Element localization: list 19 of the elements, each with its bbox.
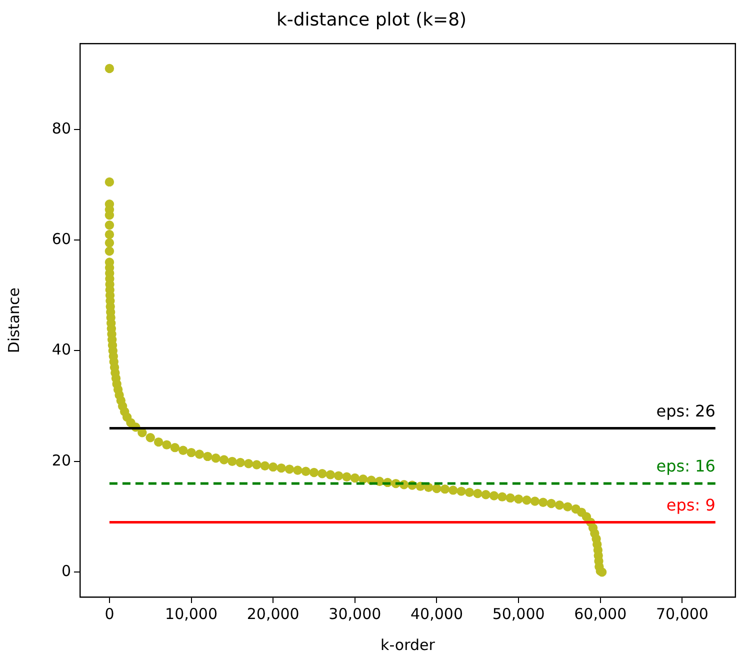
x-tick-label: 10,000 <box>165 604 218 623</box>
ref-line-label: eps: 26 <box>656 401 716 420</box>
y-tick-label: 0 <box>61 562 71 580</box>
ref-line-label: eps: 9 <box>666 495 716 514</box>
y-tick-label: 60 <box>52 230 71 248</box>
x-tick-label: 60,000 <box>574 604 627 623</box>
x-tick-label: 40,000 <box>410 604 463 623</box>
x-tick-label: 0 <box>104 604 114 623</box>
x-tick-label: 70,000 <box>656 604 708 623</box>
ref-line-label: eps: 16 <box>656 456 716 476</box>
y-tick-label: 40 <box>52 340 71 359</box>
y-tick-label: 80 <box>52 119 71 138</box>
x-axis-title: k-order <box>380 636 436 654</box>
x-tick-label: 50,000 <box>492 604 545 623</box>
y-axis-title: Distance <box>4 288 23 354</box>
y-tick-label: 20 <box>52 451 71 470</box>
x-tick-label: 20,000 <box>246 604 300 623</box>
chart-title: k-distance plot (k=8) <box>276 9 467 30</box>
x-tick-label: 30,000 <box>328 604 382 623</box>
